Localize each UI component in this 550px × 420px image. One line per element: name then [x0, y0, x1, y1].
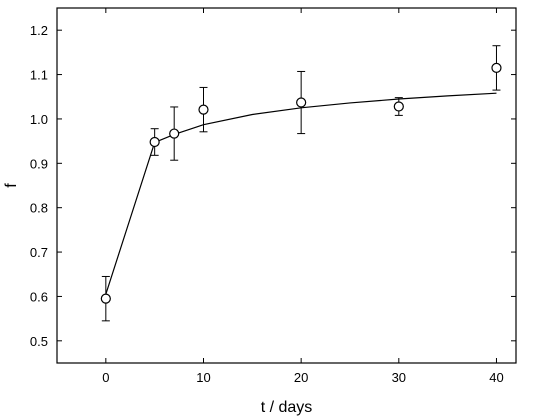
fit-line-group [105, 92, 497, 295]
y-tick-label: 0.5 [30, 334, 48, 349]
y-tick-label: 1.0 [30, 112, 48, 127]
y-tick-label: 0.9 [30, 156, 48, 171]
data-point [100, 293, 111, 304]
data-point [491, 62, 502, 74]
y-tick-label: 0.7 [30, 245, 48, 260]
y-tick-label: 1.1 [30, 68, 48, 83]
x-tick-label: 10 [196, 370, 210, 385]
error-bars [101, 45, 501, 322]
plot-area-border [56, 7, 517, 364]
y-tick-label: 0.8 [30, 201, 48, 216]
data-point [296, 97, 307, 108]
y-axis-label: f [3, 183, 20, 188]
x-axis-label: t / days [261, 399, 313, 416]
y-tick-label: 0.6 [30, 289, 48, 304]
x-tick-label: 20 [294, 370, 308, 385]
data-point [169, 128, 180, 139]
plot-frame [56, 7, 517, 364]
y-tick-label: 1.2 [30, 23, 48, 38]
data-points [100, 62, 502, 304]
fit-line [105, 92, 497, 295]
y-axis-ticks: 0.5 0.6 0.7 0.8 0.9 1.0 1.1 1.2 [30, 23, 516, 349]
x-tick-label: 30 [392, 370, 406, 385]
data-point [393, 101, 404, 112]
data-point [149, 136, 160, 148]
x-tick-label: 0 [102, 370, 109, 385]
x-axis-ticks: 0 10 20 30 40 [102, 8, 504, 385]
data-point [198, 104, 209, 115]
x-tick-label: 40 [489, 370, 503, 385]
